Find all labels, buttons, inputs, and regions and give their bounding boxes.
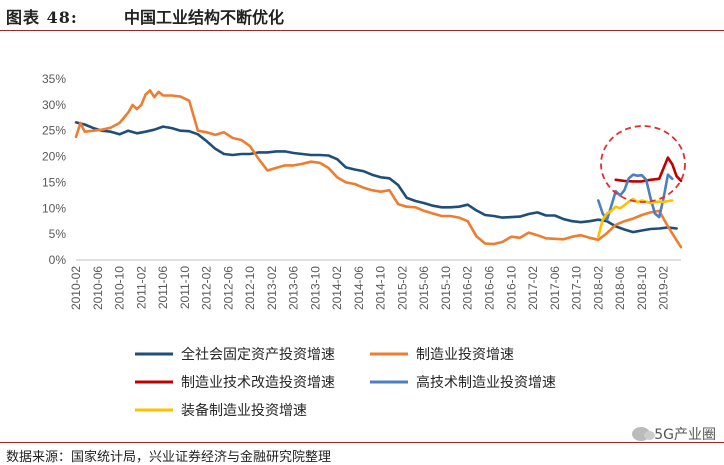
x-tick-label: 2013-02 [265, 266, 279, 310]
y-tick-label: 25% [42, 124, 66, 138]
y-tick-label: 5% [49, 227, 67, 241]
series-lines [74, 89, 683, 249]
x-tick-label: 2012-06 [221, 266, 235, 310]
x-tick-label: 2010-06 [91, 266, 105, 310]
x-tick-label: 2015-02 [395, 266, 409, 310]
x-tick-label: 2014-10 [374, 266, 388, 310]
x-tick-label: 2017-02 [526, 266, 540, 310]
x-tick-label: 2014-02 [330, 266, 344, 310]
x-tick-label: 2017-10 [570, 266, 584, 310]
x-tick-label: 2012-10 [243, 266, 257, 310]
series-line-3 [597, 173, 674, 221]
x-tick-label: 2015-06 [417, 266, 431, 310]
x-tick-label: 2010-02 [69, 266, 83, 310]
y-tick-label: 10% [42, 201, 66, 215]
legend-label-4: 装备制造业投资增速 [181, 402, 307, 419]
x-tick-label: 2013-06 [287, 266, 301, 310]
x-tick-label: 2012-02 [200, 266, 214, 310]
x-tick-label: 2014-06 [352, 266, 366, 310]
x-tick-label: 2019-02 [657, 266, 671, 310]
x-tick-label: 2011-06 [156, 266, 170, 309]
legend-label-1: 制造业投资增速 [416, 347, 514, 363]
y-tick-label: 0% [49, 253, 67, 267]
y-axis-ticks: 0% 5% 10% 15% 20% 25% 30% 35% [42, 72, 66, 267]
x-tick-label: 2018-06 [613, 266, 627, 310]
legend-label-2: 制造业技术改造投资增速 [181, 375, 335, 391]
y-tick-label: 30% [42, 98, 66, 112]
watermark: 5G产业圈 [632, 424, 716, 444]
figure-label: 图表 48: [6, 8, 78, 27]
legend-label-0: 全社会固定资产投资增速 [181, 346, 335, 363]
figure-title: 中国工业结构不断优化 [124, 8, 285, 27]
x-tick-label: 2017-06 [548, 266, 562, 310]
x-tick-label: 2016-02 [461, 266, 475, 310]
x-tick-label: 2013-10 [308, 266, 322, 310]
legend-label-3: 高技术制造业投资增速 [416, 374, 556, 391]
x-tick-label: 2016-06 [482, 266, 496, 310]
watermark-text: 5G产业圈 [654, 427, 716, 443]
x-tick-label: 2018-10 [635, 266, 649, 310]
y-tick-label: 35% [42, 72, 66, 86]
data-source: 数据来源：国家统计局，兴业证券经济与金融研究院整理 [6, 450, 332, 465]
x-tick-label: 2011-02 [134, 266, 148, 309]
x-axis-ticks: 2010-02 2010-06 2010-10 2011-02 2011-06 2011-… [69, 266, 671, 310]
x-tick-label: 2010-10 [113, 266, 127, 310]
x-tick-label: 2011-10 [178, 266, 192, 309]
wechat-icon [632, 427, 656, 441]
x-tick-label: 2015-10 [439, 266, 453, 310]
y-tick-label: 15% [42, 175, 66, 189]
series-line-0 [74, 121, 678, 234]
title-bar: 图表 48: 中国工业结构不断优化 [0, 0, 724, 31]
y-tick-label: 20% [42, 150, 66, 164]
x-tick-label: 2016-10 [504, 266, 518, 310]
line-chart: 0%5%10%15%20%25%30%35% 2010-02 2010-06 201… [42, 72, 686, 419]
footer-divider [0, 442, 724, 443]
series-line-1 [74, 89, 683, 249]
highlight-circle [600, 125, 686, 203]
x-tick-label: 2018-02 [591, 266, 605, 310]
